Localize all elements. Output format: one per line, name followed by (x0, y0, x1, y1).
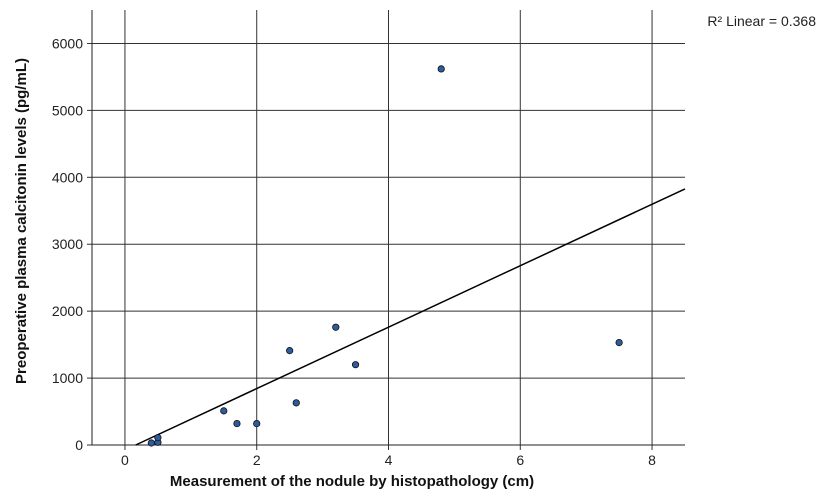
fit-line (135, 188, 686, 446)
grid-lines (92, 10, 685, 445)
y-tick-label: 6000 (52, 35, 83, 51)
data-point (615, 339, 623, 347)
y-tick-labels: 0 1000 2000 3000 4000 5000 6000 (52, 35, 83, 453)
x-tick-label: 2 (253, 452, 261, 468)
data-point (233, 419, 241, 428)
y-axis-title: Preoperative plasma calcitonin levels (p… (13, 58, 30, 384)
y-tick-label: 5000 (52, 102, 83, 118)
fit-line-group (135, 188, 686, 446)
data-point (292, 399, 300, 407)
data-point (253, 419, 261, 428)
x-tick-label: 0 (121, 452, 129, 468)
data-point (332, 323, 340, 331)
data-point (351, 361, 360, 369)
x-tick-label: 4 (385, 452, 393, 468)
data-point (437, 65, 445, 73)
y-tick-label: 4000 (52, 169, 83, 185)
x-tick-label: 6 (516, 452, 524, 468)
y-tick-label: 0 (75, 437, 83, 453)
data-point (154, 434, 162, 442)
x-tick-label: 8 (648, 452, 656, 468)
data-point (286, 347, 294, 355)
axes (87, 10, 685, 450)
x-tick-labels: 0 2 4 6 8 (121, 452, 656, 468)
data-points (147, 65, 623, 447)
data-point (220, 407, 228, 415)
data-point (147, 439, 155, 447)
x-axis-title: Measurement of the nodule by histopathol… (170, 473, 534, 490)
fit-line-label: R² Linear = 0.368 (707, 13, 816, 29)
y-tick-label: 1000 (52, 370, 83, 386)
y-tick-label: 2000 (52, 303, 83, 319)
y-tick-label: 3000 (52, 236, 83, 252)
